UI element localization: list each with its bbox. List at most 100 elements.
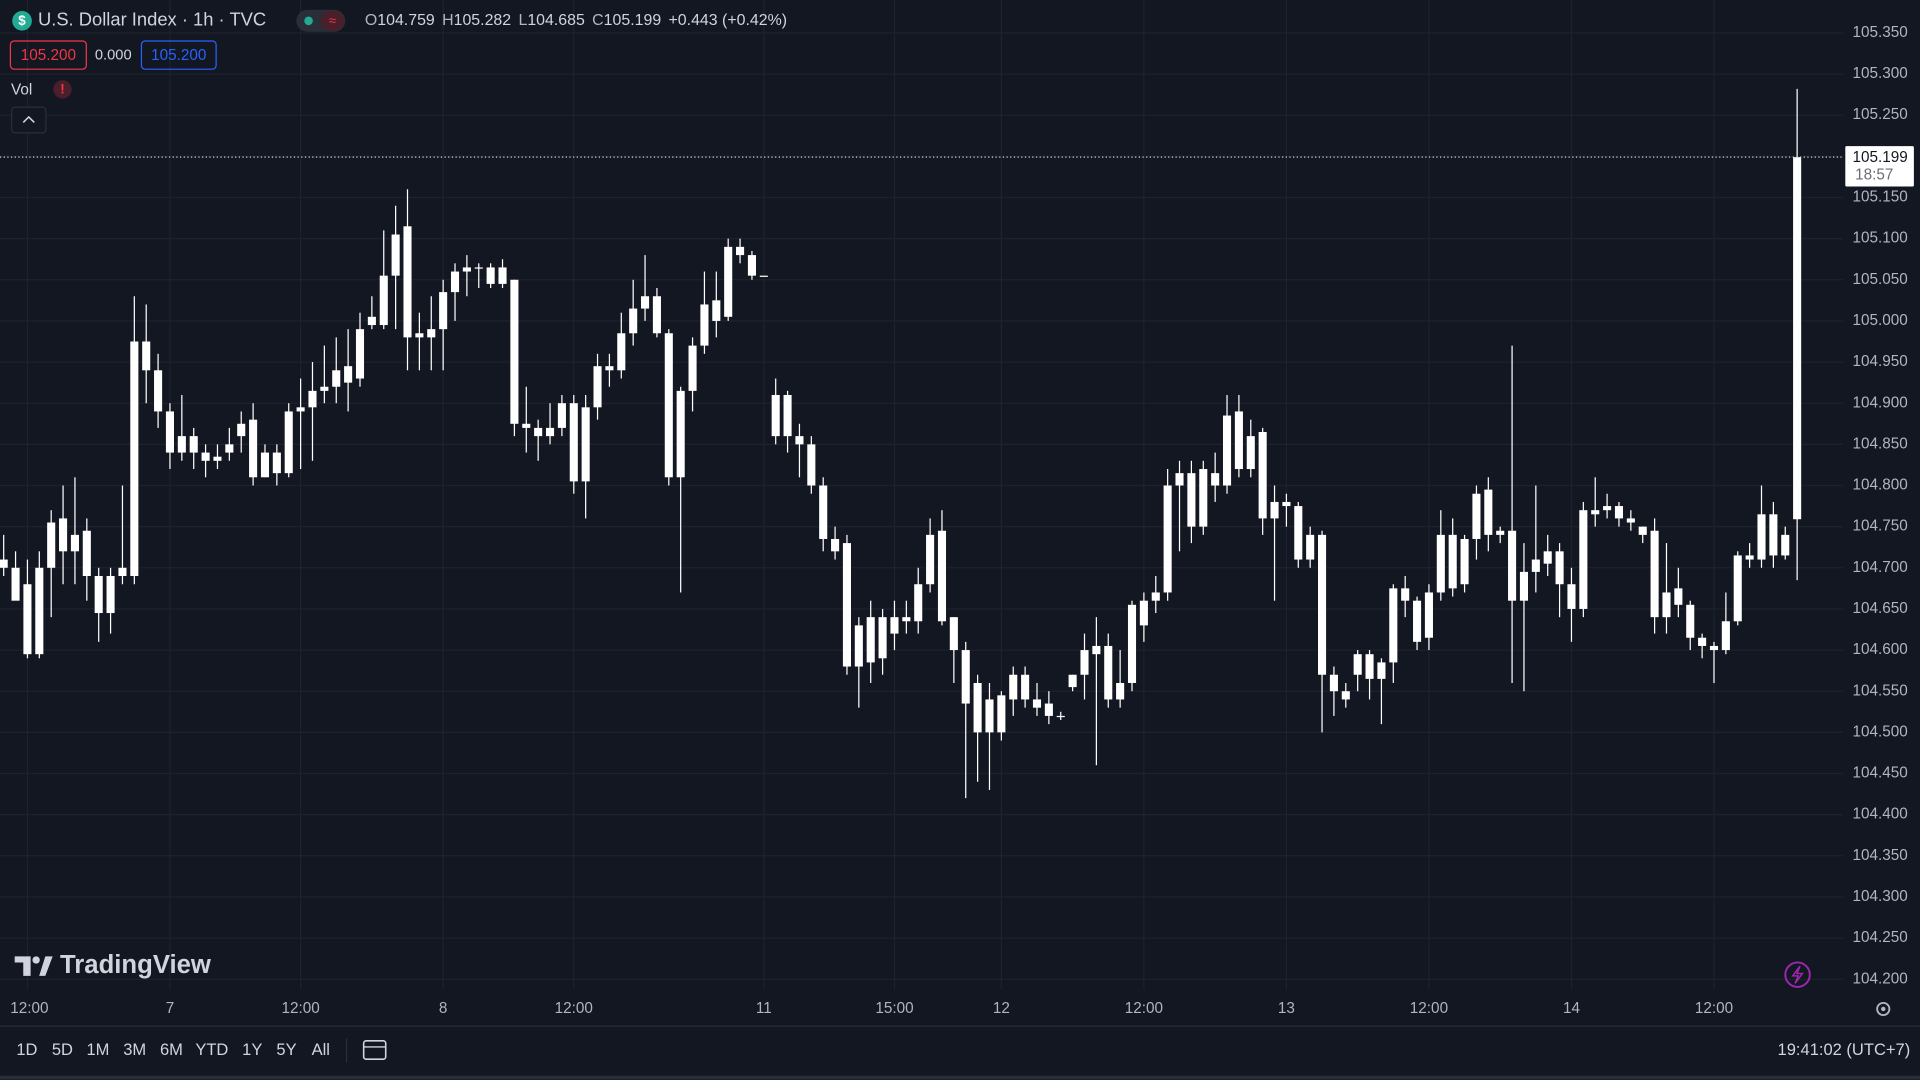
candle-body xyxy=(1745,555,1754,560)
y-tick-label: 105.250 xyxy=(1852,106,1907,123)
range-button[interactable]: YTD xyxy=(195,1040,228,1059)
candle-body xyxy=(866,617,875,663)
y-tick-label: 104.400 xyxy=(1852,806,1907,823)
candle-body xyxy=(878,617,887,659)
range-button[interactable]: 1Y xyxy=(242,1040,262,1059)
candle-body xyxy=(736,246,745,256)
candle-body xyxy=(142,341,151,371)
candle-body xyxy=(1769,514,1778,556)
candle-body xyxy=(759,275,768,277)
delay-glyph: ≈ xyxy=(329,13,337,28)
candle-body xyxy=(1353,654,1362,675)
settings-core xyxy=(1881,1006,1886,1012)
clock[interactable]: 19:41:02 (UTC+7) xyxy=(1778,1040,1911,1059)
x-tick-label: 12:00 xyxy=(10,1000,48,1017)
candle-body xyxy=(130,341,139,577)
candle-body xyxy=(201,452,210,461)
range-button[interactable]: 1M xyxy=(86,1040,109,1059)
candle-body xyxy=(1531,559,1540,572)
candle-body xyxy=(403,226,412,338)
candle-body xyxy=(379,275,388,326)
candle-body xyxy=(1650,530,1659,618)
logo-text[interactable]: TradingView xyxy=(60,951,212,979)
candle-body xyxy=(355,329,365,379)
candle-body xyxy=(450,271,460,293)
candle-body xyxy=(747,255,756,276)
candle-body xyxy=(1555,551,1564,585)
buy-button[interactable] xyxy=(140,40,217,70)
range-button[interactable]: 3M xyxy=(123,1040,146,1059)
ohlc: O104.759 H105.282 L104.685 C105.199 +0.443 (… xyxy=(365,12,787,29)
candle-body xyxy=(415,333,424,338)
x-tick-label: 12:00 xyxy=(1410,1000,1448,1017)
y-tick-label: 105.100 xyxy=(1852,230,1907,247)
y-tick-label: 104.850 xyxy=(1852,435,1907,452)
range-button[interactable]: 6M xyxy=(160,1040,183,1059)
candle-body xyxy=(177,436,186,453)
candle-body xyxy=(890,617,899,634)
candle-body xyxy=(1793,157,1802,520)
symbol-title[interactable]: U.S. Dollar Index · 1h · TVC xyxy=(38,9,266,30)
range-button[interactable]: 1D xyxy=(16,1040,37,1059)
lightning-button[interactable] xyxy=(1784,961,1811,988)
candle-body xyxy=(724,246,733,317)
candle-body xyxy=(510,279,519,424)
range-toolbar: 1D 5D 1M 3M 6M YTD 1Y 5Y All xyxy=(16,1040,330,1059)
x-tick-label: 8 xyxy=(439,1000,448,1017)
settings-button[interactable] xyxy=(1876,1001,1891,1017)
spread: 0.000 xyxy=(95,48,132,64)
sell-button[interactable] xyxy=(9,40,87,70)
candle-body xyxy=(1614,506,1624,519)
candle-body xyxy=(1484,489,1493,535)
candle-body xyxy=(1127,604,1137,683)
x-tick-label: 15:00 xyxy=(875,1000,913,1017)
volume-label[interactable]: Vol xyxy=(11,82,32,99)
range-button[interactable]: All xyxy=(312,1040,330,1059)
candle-body xyxy=(688,345,697,391)
x-tick-label: 14 xyxy=(1563,1000,1581,1017)
y-tick-label: 104.300 xyxy=(1852,888,1907,905)
candle-body xyxy=(1603,506,1612,511)
candle-body xyxy=(296,407,305,412)
candle-body xyxy=(1579,510,1588,609)
ohlc-change: +0.443 (+0.42%) xyxy=(669,12,788,29)
candle-body xyxy=(1626,518,1635,523)
range-button[interactable]: 5Y xyxy=(276,1040,296,1059)
market-open-dot xyxy=(304,16,313,26)
x-tick-label: 13 xyxy=(1278,1000,1295,1017)
y-tick-label: 104.350 xyxy=(1852,847,1907,864)
delay-badge xyxy=(320,11,345,31)
candle-body xyxy=(795,436,804,445)
candle-body xyxy=(605,366,614,371)
symbol-icon[interactable] xyxy=(12,11,32,31)
candle-body xyxy=(367,316,376,326)
candle-body xyxy=(1508,530,1517,601)
candle-body xyxy=(1401,588,1410,601)
candle-body xyxy=(700,304,709,346)
candle-body xyxy=(617,333,626,371)
x-tick-label: 12 xyxy=(993,1000,1010,1017)
candle-body xyxy=(1448,534,1457,589)
logo-dot xyxy=(32,956,40,964)
candle-body xyxy=(1662,592,1671,618)
goto-date-button[interactable] xyxy=(362,1040,387,1060)
countdown-label: 18:57 xyxy=(1855,167,1893,184)
candle-body xyxy=(1068,674,1077,688)
candle-body xyxy=(0,559,8,568)
candle-body xyxy=(1258,432,1267,519)
candle-body xyxy=(1460,538,1469,585)
candle-body xyxy=(1151,592,1160,601)
range-button[interactable]: 5D xyxy=(52,1040,73,1059)
candle-body xyxy=(1092,645,1101,655)
ohlc-close: 105.199 xyxy=(604,12,662,29)
candle-body xyxy=(664,333,673,478)
candle-body xyxy=(1413,600,1422,642)
y-tick-label: 104.200 xyxy=(1852,970,1907,987)
candle-body xyxy=(1116,682,1125,700)
volume-warning[interactable] xyxy=(53,80,72,99)
candle-body xyxy=(1389,588,1398,663)
candle-body xyxy=(1294,506,1303,560)
candle-body xyxy=(581,407,590,482)
collapse-button[interactable] xyxy=(11,106,47,134)
